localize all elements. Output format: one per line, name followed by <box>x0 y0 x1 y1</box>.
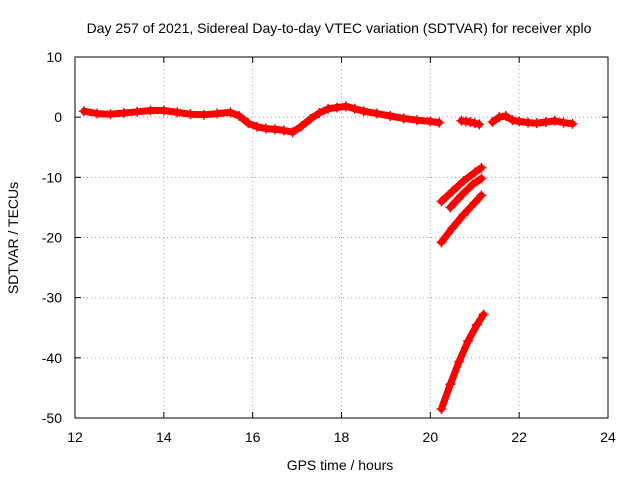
series-segment-21.5 <box>487 110 578 129</box>
data-point <box>454 356 465 367</box>
tick-labels: 12 14 16 18 20 22 24 10 0 -10 -20 -30 -40 -50 <box>42 49 616 445</box>
data-point <box>471 319 482 330</box>
data-point <box>434 117 445 128</box>
series-rising-b <box>445 173 487 213</box>
y-axis-label: SDTVAR / TECUs <box>5 182 21 294</box>
series-band <box>437 311 488 413</box>
data-point <box>447 186 458 197</box>
data-point <box>252 121 263 132</box>
data-point <box>465 116 476 127</box>
data-point <box>225 107 236 118</box>
chart-title: Day 257 of 2021, Sidereal Day-to-day VTE… <box>87 20 592 36</box>
data-point <box>269 124 280 135</box>
data-point <box>445 379 456 390</box>
data-point <box>507 115 518 126</box>
y-tick-label: -10 <box>42 169 62 185</box>
data-point <box>212 108 223 119</box>
data-point <box>436 403 447 414</box>
data-point <box>314 107 325 118</box>
axis-ticks <box>74 56 609 419</box>
data-point <box>332 102 343 113</box>
data-point <box>567 118 578 129</box>
data-point <box>105 109 116 120</box>
series-band <box>446 175 485 211</box>
data-point <box>278 125 289 136</box>
data-point <box>372 108 383 119</box>
data-point <box>531 118 542 129</box>
data-point <box>323 103 334 114</box>
data-point <box>92 108 103 119</box>
data-marks <box>78 101 578 414</box>
x-tick-label: 14 <box>156 429 172 445</box>
data-point <box>469 197 480 208</box>
series-rising-a <box>436 162 487 207</box>
y-tick-label: -30 <box>42 290 62 306</box>
y-tick-label: 10 <box>46 49 62 65</box>
y-tick-label: -50 <box>42 410 62 426</box>
data-point <box>172 107 183 118</box>
data-point <box>398 113 409 124</box>
data-point <box>458 209 469 220</box>
data-point <box>358 106 369 117</box>
data-point <box>234 110 245 121</box>
x-tick-label: 18 <box>334 429 350 445</box>
y-tick-label: -40 <box>42 350 62 366</box>
data-point <box>412 115 423 126</box>
y-tick-label: 0 <box>54 109 62 125</box>
data-point <box>305 113 316 124</box>
data-point <box>425 116 436 127</box>
data-point <box>523 117 534 128</box>
data-point <box>478 309 489 320</box>
data-point <box>185 109 196 120</box>
x-axis-label: GPS time / hours <box>287 457 394 473</box>
data-point <box>456 190 467 201</box>
data-point <box>385 110 396 121</box>
data-point <box>458 175 469 186</box>
x-tick-label: 20 <box>423 429 439 445</box>
series-rising-c <box>436 190 487 248</box>
data-point <box>260 123 271 134</box>
data-point <box>500 110 511 121</box>
data-point <box>158 105 169 116</box>
data-point <box>340 101 351 112</box>
data-point <box>436 196 447 207</box>
data-point <box>469 118 480 129</box>
data-point <box>132 106 143 117</box>
data-point <box>436 237 447 248</box>
data-point <box>349 103 360 114</box>
data-point <box>558 117 569 128</box>
data-point <box>145 105 156 116</box>
x-tick-label: 24 <box>600 429 616 445</box>
data-point <box>469 167 480 178</box>
x-tick-label: 22 <box>511 429 527 445</box>
data-point <box>118 107 129 118</box>
data-point <box>476 190 487 201</box>
data-point <box>494 112 505 123</box>
data-point <box>243 118 254 129</box>
x-tick-label: 16 <box>245 429 261 445</box>
data-point <box>467 179 478 190</box>
data-point <box>447 222 458 233</box>
series-segment-20.7 <box>456 115 485 130</box>
y-tick-label: -20 <box>42 230 62 246</box>
series-rising-d <box>436 309 489 414</box>
data-point <box>287 127 298 138</box>
data-point <box>514 116 525 127</box>
data-point <box>476 173 487 184</box>
data-point <box>78 106 89 117</box>
data-point <box>540 116 551 127</box>
series-main-trace <box>78 101 445 138</box>
data-point <box>476 162 487 173</box>
x-tick-label: 12 <box>67 429 83 445</box>
data-point <box>296 121 307 132</box>
data-point <box>549 115 560 126</box>
data-point <box>198 109 209 120</box>
data-point <box>463 335 474 346</box>
data-point <box>474 119 485 130</box>
data-point <box>487 116 498 127</box>
data-point <box>445 202 456 213</box>
